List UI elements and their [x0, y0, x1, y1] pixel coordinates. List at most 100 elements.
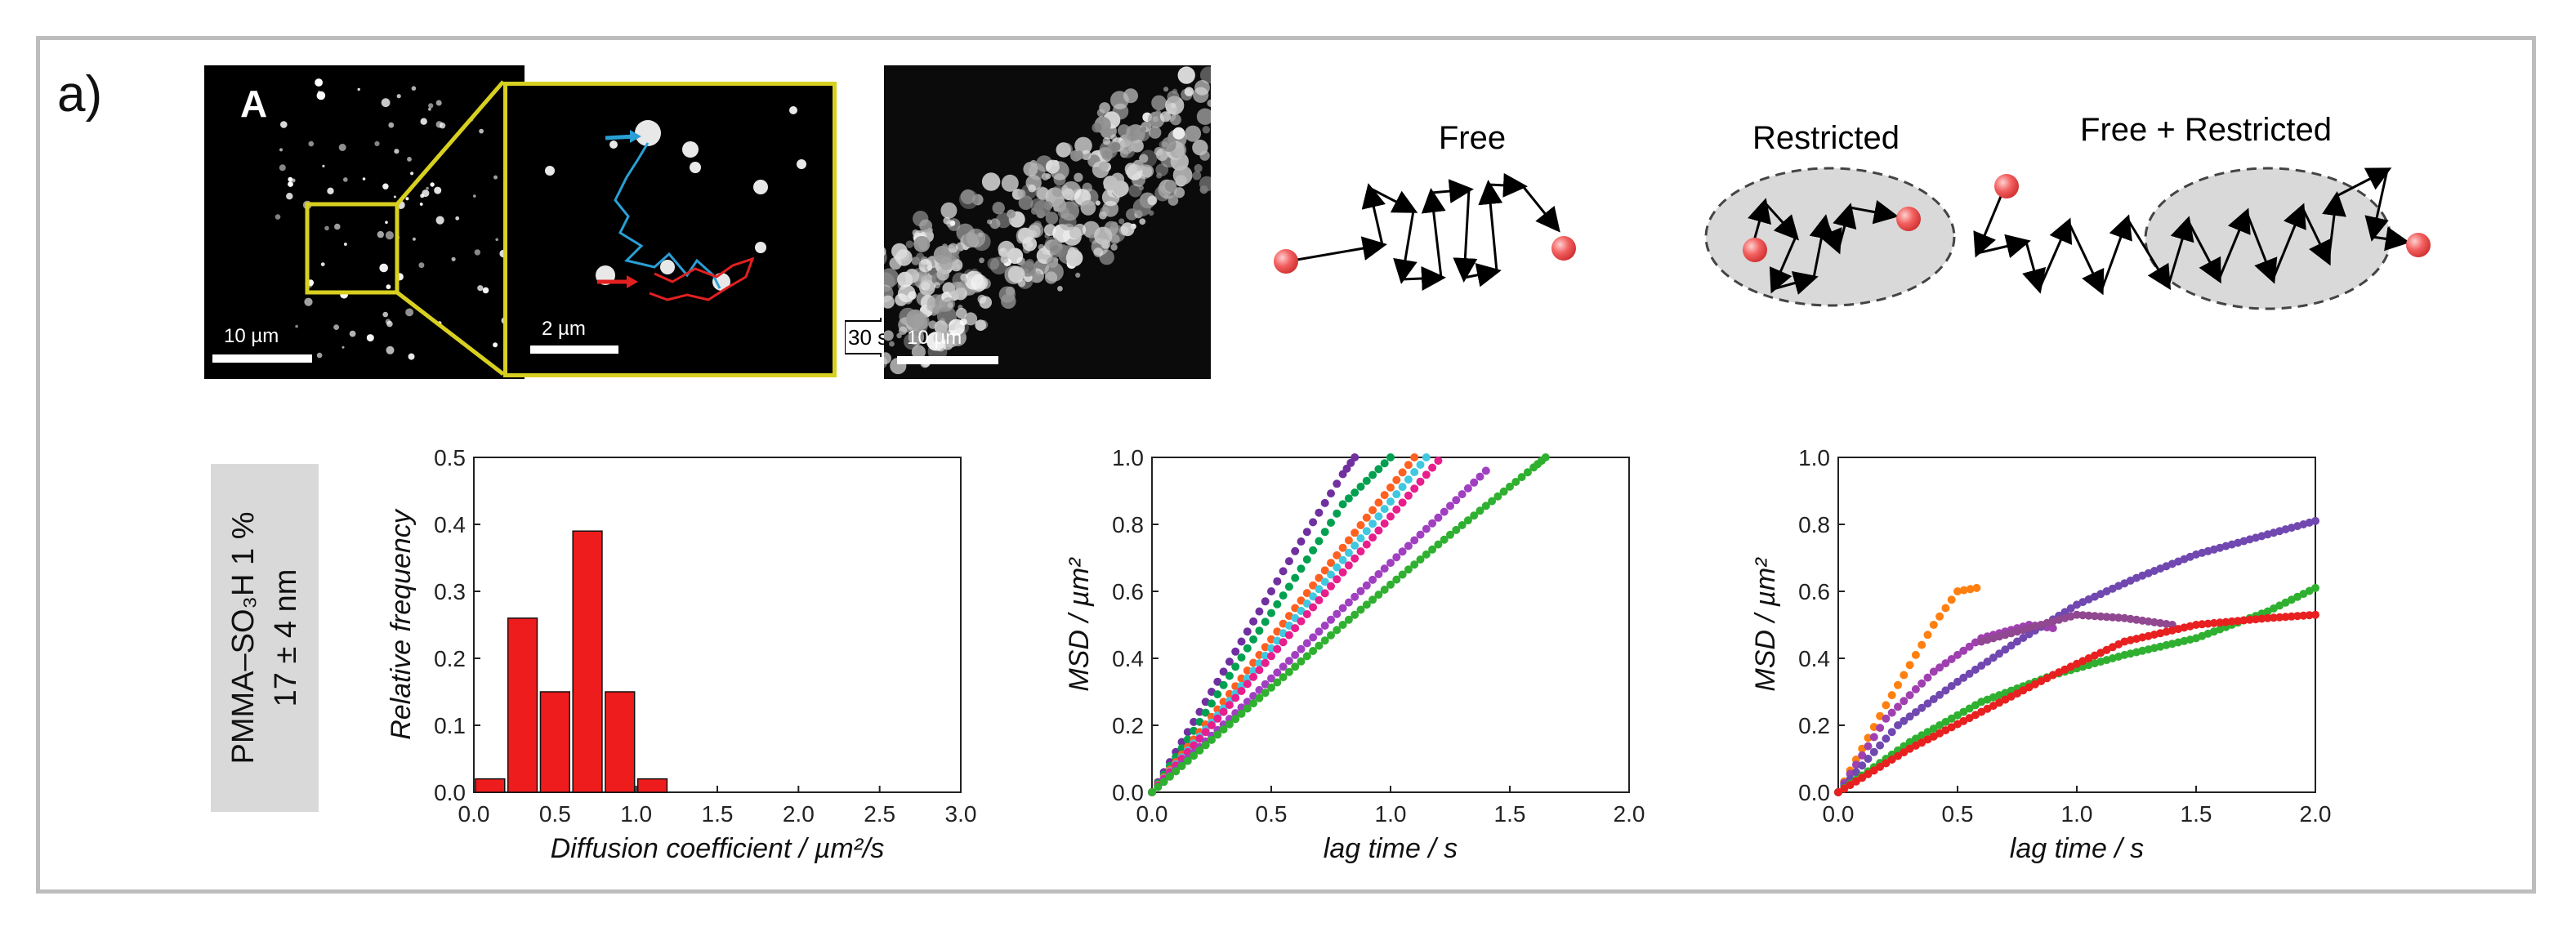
msd-restricted-point: [2084, 611, 2093, 620]
msd-free-point: [1368, 575, 1377, 584]
msd-restricted-point: [1840, 784, 1849, 793]
msd-restricted-point: [1851, 760, 1860, 769]
diffusion-modes-schematic: Free Restricted Free + Restricted: [1274, 112, 2431, 310]
msd-restricted-point: [1953, 711, 1962, 720]
msd-free-point: [1333, 509, 1342, 518]
msd-free-point: [1410, 453, 1419, 461]
hist-y-tick-label: 0.3: [434, 579, 466, 604]
msd-free-point: [1279, 567, 1288, 576]
msd-free-point: [1165, 772, 1174, 781]
msd-free-point: [1392, 490, 1401, 499]
msd-restricted-point: [2007, 641, 2016, 650]
msd-free-point: [1380, 586, 1389, 594]
msd-free-point: [1302, 589, 1311, 598]
msd-restricted-point: [1983, 657, 1992, 666]
msd-restricted-point: [1851, 768, 1860, 777]
msd-restricted-point: [2305, 611, 2314, 620]
msd-free-point: [1458, 490, 1467, 499]
msd-free-point: [1368, 506, 1377, 515]
msd-free-point: [1213, 714, 1222, 723]
msd-free-point: [1237, 637, 1246, 646]
msd-restricted-point: [2114, 613, 2123, 622]
msd-restricted-point: [2144, 617, 2153, 626]
msd-free-point: [1231, 662, 1240, 671]
msd-free-y-tick-label: 0.6: [1112, 579, 1144, 604]
msd-restricted-point: [2275, 613, 2284, 622]
sample-label: PMMA–SO₃H 1 % 17 ± 4 nm: [222, 512, 307, 764]
msd-free-point: [1320, 577, 1329, 586]
msd-free-plot-area: [1151, 457, 1630, 793]
msd-free-point: [1541, 453, 1550, 461]
msd-restricted-point: [2245, 615, 2254, 624]
panel-label: a): [57, 66, 103, 123]
msd-free-point: [1333, 609, 1342, 618]
msd-restricted-point: [1876, 741, 1885, 750]
msd-free-series: [1148, 453, 1550, 796]
msd-restricted-point: [2019, 634, 2028, 642]
msd-free-point: [1243, 644, 1252, 653]
msd-free-y-tick-label: 1.0: [1112, 445, 1144, 470]
msd-restricted-point: [1864, 755, 1873, 763]
msd-free-x-axis-label: lag time / s: [1324, 833, 1458, 864]
msd-free-point: [1416, 555, 1425, 564]
msd-free-y-tick-label: 0.0: [1112, 780, 1144, 805]
msd-free-point: [1374, 591, 1383, 600]
msd-free-point: [1351, 542, 1359, 550]
msd-restricted-point: [2269, 613, 2278, 622]
msd-restricted-point: [2216, 618, 2225, 627]
msd-restricted-point: [1972, 583, 1981, 592]
msd-restricted-y-tick-label: 0.6: [1798, 579, 1830, 604]
msd-free-point: [1267, 683, 1275, 692]
msd-free-point: [1481, 466, 1490, 475]
msd-free-point: [1237, 653, 1246, 662]
hist-x-tick-label: 1.5: [702, 801, 734, 827]
figure-frame: [36, 36, 2536, 894]
msd-restricted-point: [1959, 586, 1968, 595]
msd-free-point: [1320, 566, 1329, 575]
msd-free-point: [1320, 622, 1329, 630]
msd-free-point: [1284, 631, 1293, 640]
msd-restricted-point: [1947, 682, 1956, 690]
msd-free-point: [1368, 470, 1377, 479]
msd-restricted-point: [1941, 686, 1950, 695]
msd-restricted-point: [1989, 653, 1998, 662]
msd-free-point: [1362, 527, 1371, 536]
msd-restricted-point: [1995, 649, 2004, 658]
msd-free-point: [1351, 592, 1359, 601]
msd-free-point: [1315, 537, 1324, 546]
msd-restricted-point: [2299, 611, 2308, 620]
msd-restricted-point: [1929, 695, 1938, 703]
msd-restricted-point: [2073, 610, 2081, 619]
msd-free-point: [1386, 512, 1395, 521]
msd-free-point: [1374, 570, 1383, 578]
msd-restricted-point: [1876, 724, 1885, 733]
msd-free-point: [1338, 543, 1347, 552]
histogram-bar: [507, 617, 538, 793]
msd-restricted-y-tick-label: 0.2: [1798, 713, 1830, 738]
msd-free-point: [1463, 516, 1472, 525]
msd-restricted-point: [1900, 748, 1909, 757]
msd-free-point: [1333, 563, 1342, 572]
msd-free-point: [1190, 717, 1199, 726]
msd-free-point: [1255, 626, 1264, 635]
msd-restricted-point: [1966, 585, 1975, 594]
msd-free-chart: 0.0 0.5 1.0 1.5 2.0 0.0 0.2 0.4 0.6 0.8 1.0 lag tim…: [1064, 445, 1645, 864]
msd-restricted-point: [1941, 604, 1950, 613]
msd-restricted-point: [2281, 613, 2290, 622]
msd-restricted-point: [1947, 655, 1956, 663]
msd-restricted-point: [1929, 667, 1938, 676]
msd-restricted-y-tick-label: 1.0: [1798, 445, 1830, 470]
msd-restricted-series: [1834, 610, 2319, 796]
msd-free-point: [1291, 624, 1300, 633]
msd-free-point: [1231, 682, 1240, 691]
msd-restricted-point: [2234, 617, 2243, 626]
msd-restricted-point: [1858, 761, 1867, 770]
msd-restricted-point: [1917, 679, 1926, 688]
msd-free-point: [1392, 575, 1401, 584]
msd-free-point: [1148, 788, 1156, 796]
msd-free-point: [1327, 489, 1335, 498]
msd-restricted-x-tick-label: 2.0: [2300, 801, 2332, 827]
msd-free-y-tick-label: 0.4: [1112, 646, 1144, 671]
msd-restricted-point: [1947, 714, 1956, 723]
msd-restricted-point: [1947, 595, 1956, 604]
